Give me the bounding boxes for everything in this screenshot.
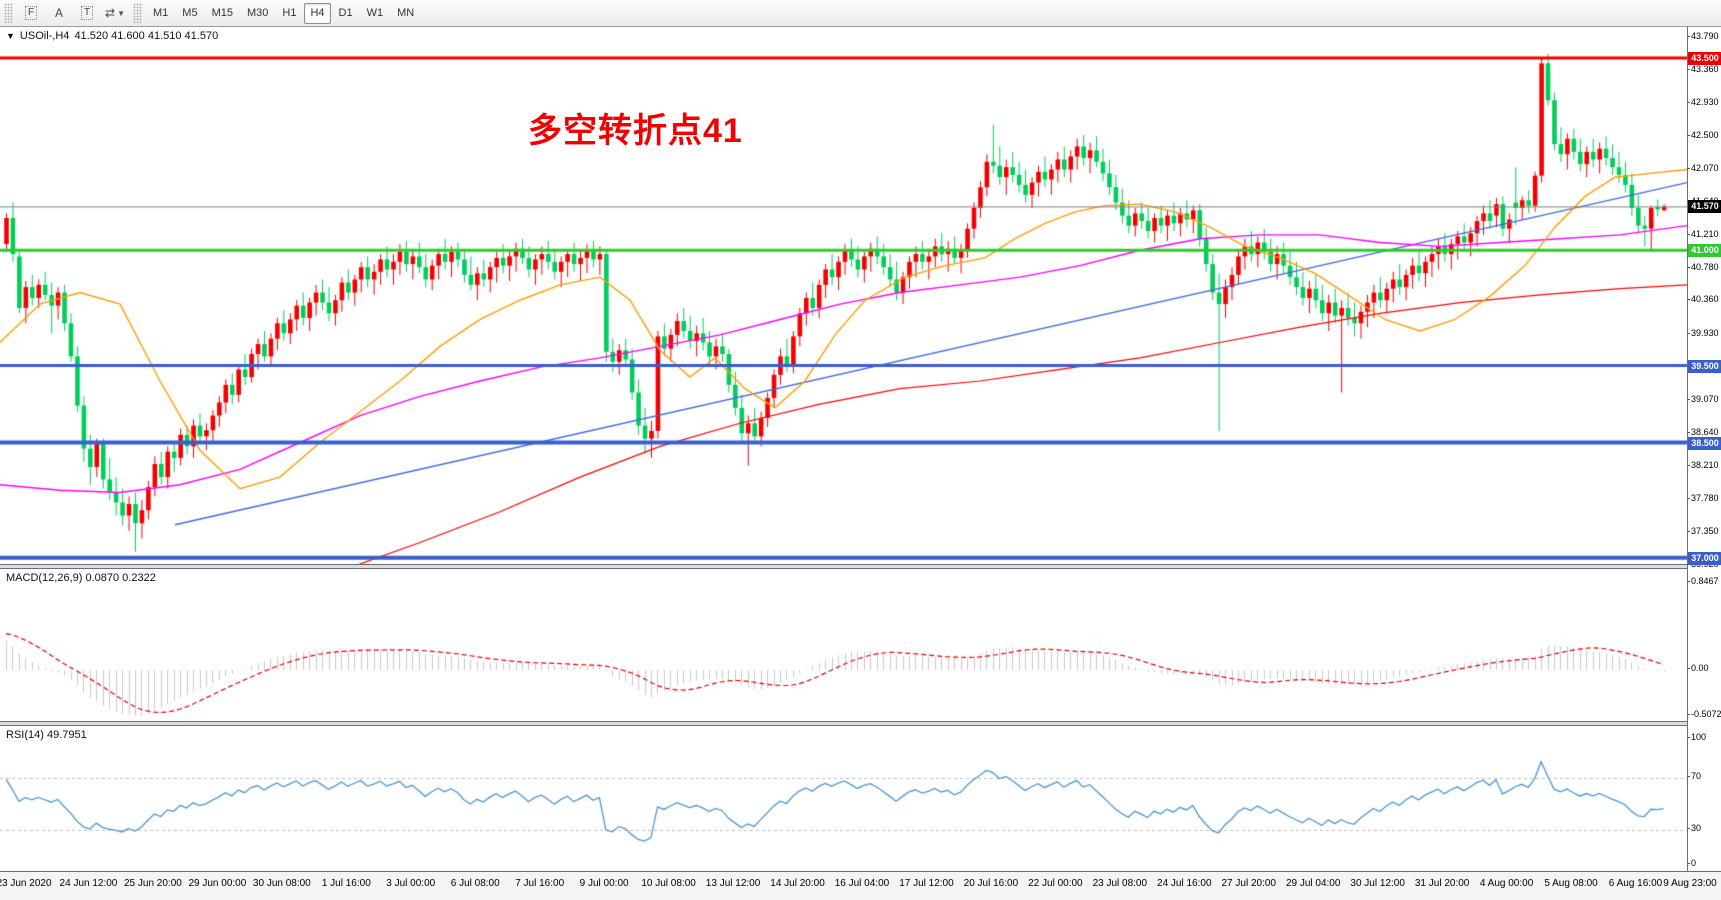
time-tick: 24 Jul 16:00 [1157,878,1212,889]
tf-button-h1[interactable]: H1 [282,7,297,19]
time-tick: 25 Jun 20:00 [123,878,182,889]
time-tick: 30 Jun 08:00 [252,878,311,889]
price-tick: 39.930 [1687,327,1719,338]
price-tick: 42.070 [1687,162,1719,173]
toolbar-grip-2[interactable] [133,3,142,23]
time-tick: 23 Jun 2020 [0,878,52,889]
fibonacci-tool-icon[interactable]: F [19,3,43,24]
time-tick: 7 Jul 16:00 [515,878,565,889]
price-tick: 43.360 [1687,63,1719,74]
toolbar-grip[interactable] [4,3,13,23]
price-badge: 43.500 [1688,52,1721,65]
chart-title: ▼ USOil-,H4 41.520 41.600 41.510 41.570 [6,30,219,42]
time-tick: 16 Jul 04:00 [834,878,890,889]
tf-button-m30[interactable]: M30 [246,7,269,19]
price-tick: 37.350 [1687,525,1719,536]
tf-button-h4[interactable]: H4 [304,2,331,24]
indicator-axis-tick: 0.8467 [1687,576,1719,586]
panel-splitter[interactable] [0,721,1721,726]
tf-button-m1[interactable]: M1 [153,7,169,19]
candlestick-chart-canvas[interactable] [0,27,1687,564]
chart-symbol-timeframe: USOil-,H4 [19,30,70,42]
rsi-label: RSI(14) 49.7951 [6,729,87,741]
indicator-axis-tick: 0 [1686,858,1697,868]
time-tick: 13 Jul 12:00 [705,878,761,889]
price-badge: 38.500 [1688,436,1721,450]
price-tick: 43.790 [1687,30,1719,41]
chevron-down-icon: ▼ [117,8,125,18]
price-tick: 42.500 [1687,129,1719,140]
tf-button-w1[interactable]: W1 [366,7,384,19]
price-tick: 40.780 [1687,262,1719,273]
price-axis[interactable]: 43.79043.36042.93042.50042.07041.64041.2… [1686,27,1721,871]
price-tick: 41.210 [1687,229,1719,240]
time-tick: 3 Jul 00:00 [386,878,436,889]
time-tick: 22 Jul 00:00 [1028,878,1083,889]
text-tool-icon[interactable]: A [54,6,63,20]
time-tick: 24 Jun 12:00 [59,878,118,889]
chart-menu-icon[interactable]: ▼ [6,31,15,41]
indicator-axis-tick: 100 [1686,732,1707,742]
price-badge: 37.000 [1688,551,1721,565]
indicator-axis-tick: 70 [1686,771,1702,781]
price-tick: 37.780 [1687,492,1719,503]
time-tick: 17 Jul 12:00 [899,878,954,889]
time-tick: 14 Jul 20:00 [770,878,825,889]
time-tick: 5 Aug 08:00 [1544,878,1598,889]
rsi-canvas[interactable] [0,726,1687,871]
price-tick: 40.360 [1687,294,1719,305]
arrows-tool-icon[interactable]: ⇄ ▼ [105,6,125,20]
time-tick: 31 Jul 20:00 [1414,878,1470,889]
price-badge: 41.570 [1688,200,1721,214]
indicator-axis-tick: 30 [1686,823,1702,833]
tf-button-m15[interactable]: M15 [211,7,233,19]
time-tick: 10 Jul 08:00 [641,878,696,889]
time-axis[interactable]: 23 Jun 2020 24 Jun 12:00 25 Jun 20:00 29 Ju… [0,871,1721,900]
tf-button-mn[interactable]: MN [397,7,415,19]
label-tool-icon[interactable]: T [75,3,99,24]
macd-canvas[interactable] [0,569,1687,721]
macd-panel[interactable]: MACD(12,26,9) 0.0870 0.2322 [0,569,1721,721]
time-tick: 1 Jul 16:00 [321,878,371,889]
price-badge: 41.000 [1688,244,1721,258]
tf-button-m5[interactable]: M5 [182,7,198,19]
time-tick: 27 Jul 20:00 [1221,878,1276,889]
time-tick: 23 Jul 08:00 [1092,878,1148,889]
time-tick: 6 Jul 08:00 [450,878,500,889]
main-chart-panel[interactable]: ▼ USOil-,H4 41.520 41.600 41.510 41.570 … [0,27,1721,564]
timeframe-button-group: M1 M5 M15 M30 H1 H4 D1 W1 MN [146,2,421,24]
time-tick: 29 Jun 00:00 [188,878,247,889]
rsi-panel[interactable]: RSI(14) 49.7951 [0,726,1721,871]
chart-ohlc-values: 41.520 41.600 41.510 41.570 [74,30,219,42]
time-tick: 9 Aug 23:00 [1663,878,1717,889]
price-tick: 42.930 [1687,96,1719,107]
indicator-axis-tick: 0.00 [1687,663,1709,673]
price-tick: 38.210 [1687,459,1719,470]
chart-annotation-text[interactable]: 多空转折点41 [528,112,743,150]
price-badge: 39.500 [1688,359,1721,373]
tf-button-d1[interactable]: D1 [338,7,353,19]
macd-label: MACD(12,26,9) 0.0870 0.2322 [6,572,156,584]
time-tick: 30 Jul 12:00 [1350,878,1405,889]
time-tick: 6 Aug 16:00 [1608,878,1663,889]
time-tick: 20 Jul 16:00 [963,878,1019,889]
time-tick: 29 Jul 04:00 [1285,878,1341,889]
time-tick: 4 Aug 00:00 [1479,878,1534,889]
panel-splitter[interactable] [0,564,1721,569]
time-tick: 9 Jul 00:00 [579,878,629,889]
price-tick: 38.640 [1687,426,1719,437]
price-tick: 39.070 [1687,393,1719,404]
toolbar: F A T ⇄ ▼ M1 M5 M15 M30 H1 H4 D1 W1 MN [0,0,1721,27]
indicator-axis-tick: -0.5072 [1687,709,1721,719]
